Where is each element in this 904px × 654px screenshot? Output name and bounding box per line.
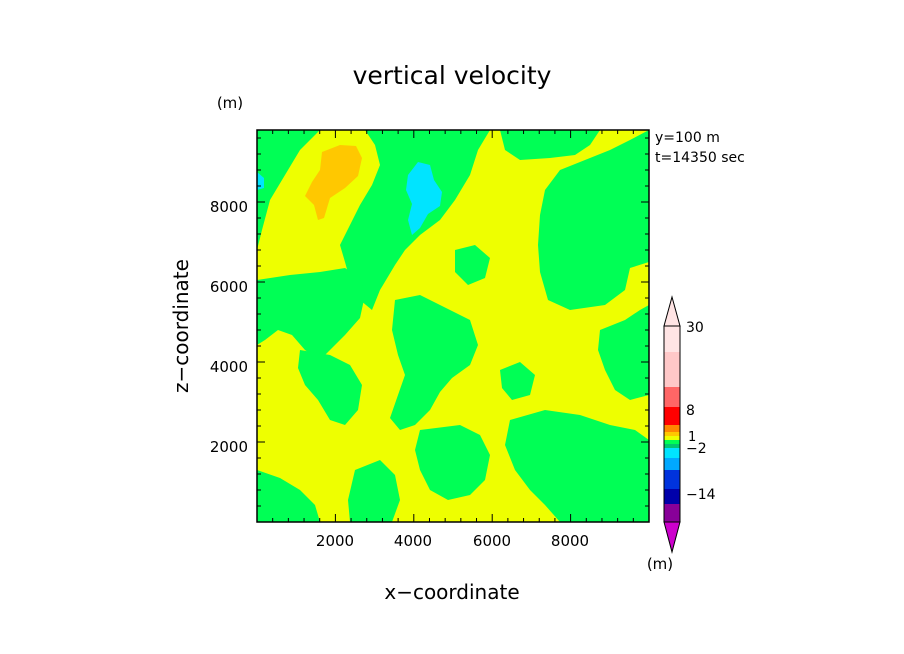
x-axis-label: x−coordinate [384,580,519,604]
colorbar-label-minus2: −2 [686,441,707,457]
x-tick-label-6000: 6000 [473,532,511,550]
colorbar-segment [664,425,680,432]
contour-field [257,130,649,522]
y-tick-label-8000: 8000 [210,198,248,216]
colorbar-bottom-arrow [663,521,681,554]
colorbar-label-8: 8 [686,403,695,419]
green-region-small-1 [500,362,535,400]
axis-ticks [257,130,649,522]
colorbar-label-1: 1 [688,430,696,445]
green-region-top-right [500,130,600,160]
green-region-band-mid [257,268,365,360]
colorbar-segment [664,458,680,470]
colorbar-unit-label: (m) [647,555,673,573]
green-region-center-2 [390,295,478,430]
colorbar-top-arrow [663,295,681,327]
colorbar-segment [664,326,680,352]
green-region-top-left [257,130,320,250]
green-region-lower-right [505,410,649,522]
colorbar-segment [664,489,680,504]
green-region-center [298,350,362,425]
info-t: t=14350 sec [655,150,745,166]
green-region-right [538,130,649,310]
colorbar-segment [664,444,680,448]
cyan-minimum [406,162,442,235]
green-region-small-2 [455,245,490,285]
colorbar-segment [664,432,680,436]
x-tick-label-8000: 8000 [551,532,589,550]
x-tick-label-4000: 4000 [394,532,432,550]
colorbar-segment [664,352,680,387]
y-tick-label-2000: 2000 [210,438,248,456]
y-unit-label: (m) [217,94,243,112]
chart-title: vertical velocity [353,61,552,90]
colorbar-segment [664,436,680,440]
colorbar-segment [664,470,680,489]
colorbar-frame [663,325,681,523]
colorbar-segment [664,387,680,407]
y-axis-label: z−coordinate [169,259,193,393]
y-tick-label-4000: 4000 [210,358,248,376]
green-region-lower-mid [415,425,490,500]
colorbar-segment [664,504,680,522]
colorbar-segment [664,407,680,425]
green-region-lower-left [257,470,320,522]
y-tick-label-6000: 6000 [210,278,248,296]
colorbar-label-minus14: −14 [686,487,716,503]
green-region-bottom-mid [348,460,400,522]
x-tick-label-2000: 2000 [316,532,354,550]
orange-maximum [305,145,362,220]
green-region-right-mid [598,305,649,400]
info-y: y=100 m [655,130,720,146]
colorbar-segment [664,448,680,458]
colorbar: 30 8 1 −2 −14 (m) [647,295,716,573]
colorbar-label-30: 30 [686,320,704,336]
colorbar-segment [664,440,680,444]
plot-frame [256,129,650,523]
